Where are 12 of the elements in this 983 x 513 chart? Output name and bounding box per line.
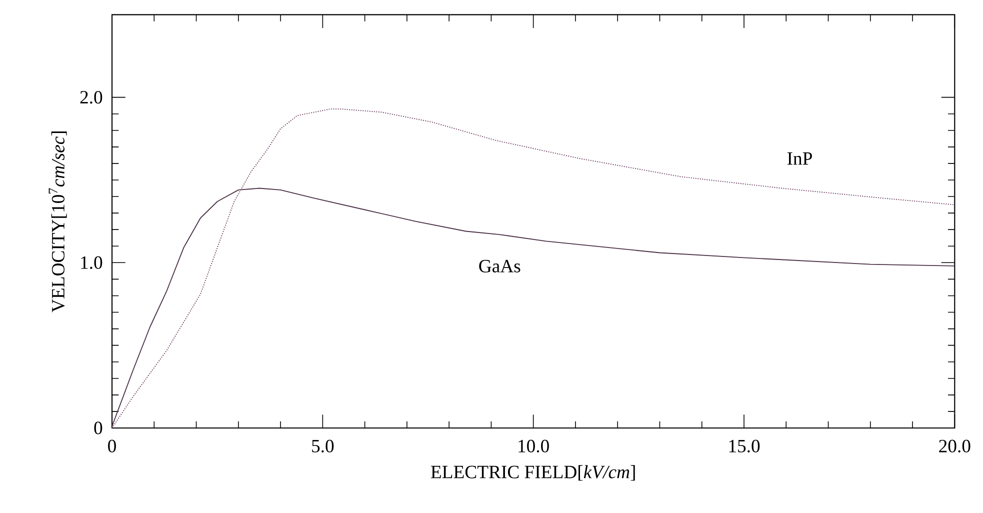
x-axis-title: ELECTRIC FIELD[kV/cm]	[430, 465, 635, 481]
y-tick-label: 1.0	[81, 256, 102, 269]
x-tick-label: 0	[108, 440, 116, 452]
series-label: InP	[787, 152, 812, 165]
x-tick-label: 15.0	[729, 440, 760, 452]
x-tick-label: 5.0	[312, 440, 334, 452]
y-tick-label: 0	[94, 422, 102, 434]
y-tick-label: 2.0	[80, 90, 102, 104]
x-tick-label: 10.0	[518, 440, 549, 452]
y-axis-title: VELOCITY[10$^{7}$cm/sec]	[48, 132, 67, 312]
x-tick-label: 20.0	[939, 440, 970, 452]
series-label: GaAs	[479, 260, 520, 272]
